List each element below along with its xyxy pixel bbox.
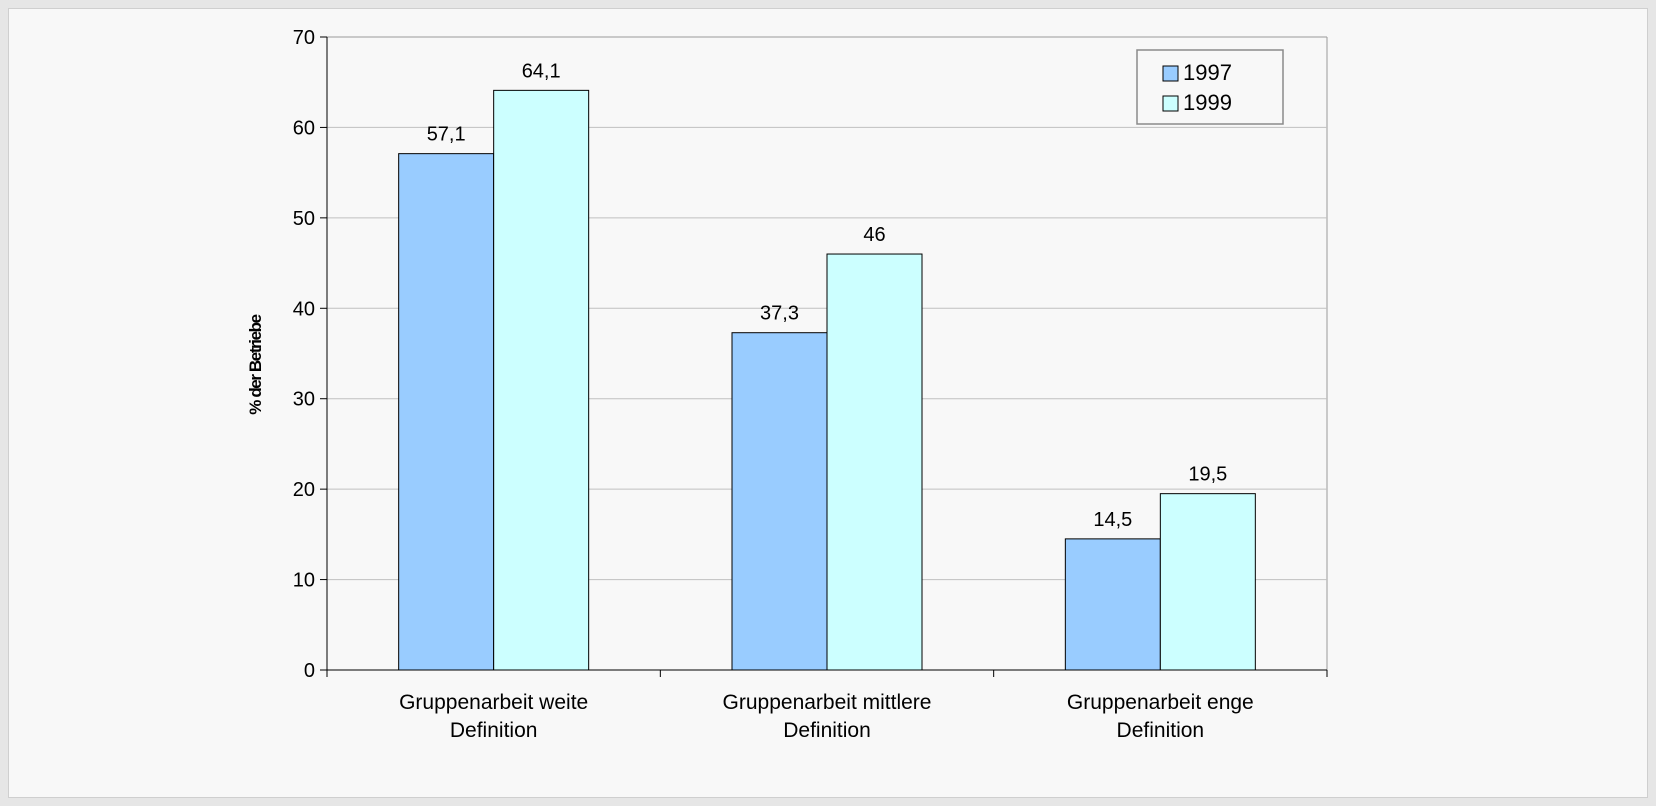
data-label: 57,1	[427, 124, 466, 146]
axes	[320, 36, 1328, 677]
bar-1999	[493, 89, 590, 671]
y-tick-label: 70	[293, 27, 315, 49]
x-category-label: Gruppenarbeit weite	[399, 691, 588, 714]
chart-frame: 0 10 20 30 40 50 60 70 57,1 64,1 Gruppenarbeit wei…	[8, 8, 1648, 798]
bar-1997	[731, 332, 828, 671]
labels: 0 10 20 30 40 50 60 70 57,1 64,1 Gruppenarbeit wei…	[293, 27, 1254, 742]
y-tick-label: 0	[304, 660, 315, 682]
y-tick-label: 40	[293, 298, 315, 320]
legend-swatch-1997	[1162, 65, 1179, 82]
y-tick-label: 10	[293, 570, 315, 592]
y-tick-label: 20	[293, 479, 315, 501]
legend-swatch-1999	[1162, 95, 1179, 112]
bar-chart: 0 10 20 30 40 50 60 70 57,1 64,1 Gruppenarbeit wei…	[246, 27, 1328, 742]
bar-1999	[826, 253, 923, 671]
bars	[398, 89, 1256, 671]
legend-box	[1136, 49, 1284, 125]
legend-label-1997: 1997	[1183, 60, 1232, 85]
y-tick-label: 50	[293, 208, 315, 230]
bar-1997	[398, 153, 495, 671]
data-label: 14,5	[1093, 509, 1132, 531]
bar-1999	[1159, 493, 1256, 671]
x-category-label: Definition	[783, 719, 871, 742]
data-label: 19,5	[1188, 464, 1227, 486]
x-category-label: Gruppenarbeit enge	[1067, 691, 1254, 714]
x-category-label: Definition	[450, 719, 538, 742]
data-label: 37,3	[760, 303, 799, 325]
data-label: 64,1	[522, 60, 561, 82]
data-label: 46	[863, 224, 885, 246]
legend: 1997 1999	[1136, 49, 1284, 125]
legend-label-1999: 1999	[1183, 90, 1232, 115]
y-tick-label: 60	[293, 117, 315, 139]
x-category-label: Gruppenarbeit mittlere	[723, 691, 932, 714]
y-tick-label: 30	[293, 389, 315, 411]
x-category-label: Definition	[1117, 719, 1205, 742]
bar-1997	[1064, 538, 1161, 671]
y-axis-label: % der Betriebe	[246, 314, 265, 414]
